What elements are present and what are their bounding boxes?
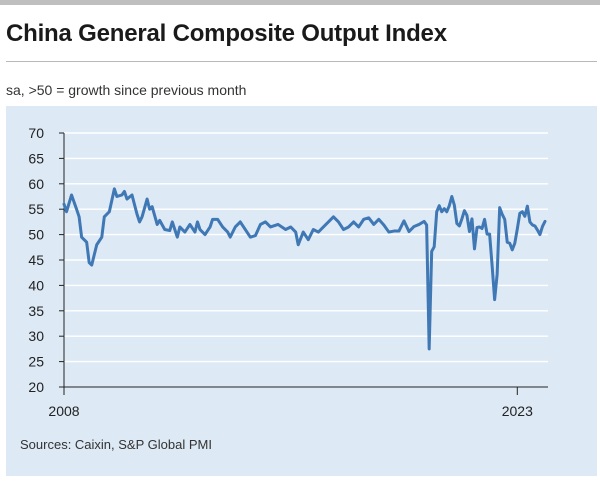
y-tick-label-25: 25 bbox=[28, 354, 44, 370]
x-tick-label-2023: 2023 bbox=[502, 403, 533, 419]
y-tick-label-50: 50 bbox=[28, 227, 44, 243]
y-axis-ticks: 20 25 30 35 40 45 50 55 60 65 70 bbox=[28, 125, 64, 395]
y-tick-label-35: 35 bbox=[28, 303, 44, 319]
chart-panel bbox=[6, 106, 597, 476]
x-tick-label-2008: 2008 bbox=[48, 403, 79, 419]
y-tick-label-60: 60 bbox=[28, 176, 44, 192]
chart-subtitle: sa, >50 = growth since previous month bbox=[6, 82, 247, 98]
x-axis-ticks: 2008 2023 bbox=[48, 387, 533, 419]
top-border bbox=[0, 0, 600, 5]
y-tick-label-40: 40 bbox=[28, 277, 44, 293]
chart-title: China General Composite Output Index bbox=[6, 20, 447, 47]
y-tick-label-45: 45 bbox=[28, 252, 44, 268]
y-tick-label-55: 55 bbox=[28, 201, 44, 217]
source-note: Sources: Caixin, S&P Global PMI bbox=[20, 437, 212, 452]
series-group bbox=[62, 187, 547, 351]
title-rule bbox=[6, 61, 597, 62]
y-tick-label-70: 70 bbox=[28, 125, 44, 141]
y-tick-label-30: 30 bbox=[28, 328, 44, 344]
y-tick-label-20: 20 bbox=[28, 379, 44, 395]
y-tick-label-65: 65 bbox=[28, 150, 44, 166]
series-line-0 bbox=[62, 187, 547, 351]
